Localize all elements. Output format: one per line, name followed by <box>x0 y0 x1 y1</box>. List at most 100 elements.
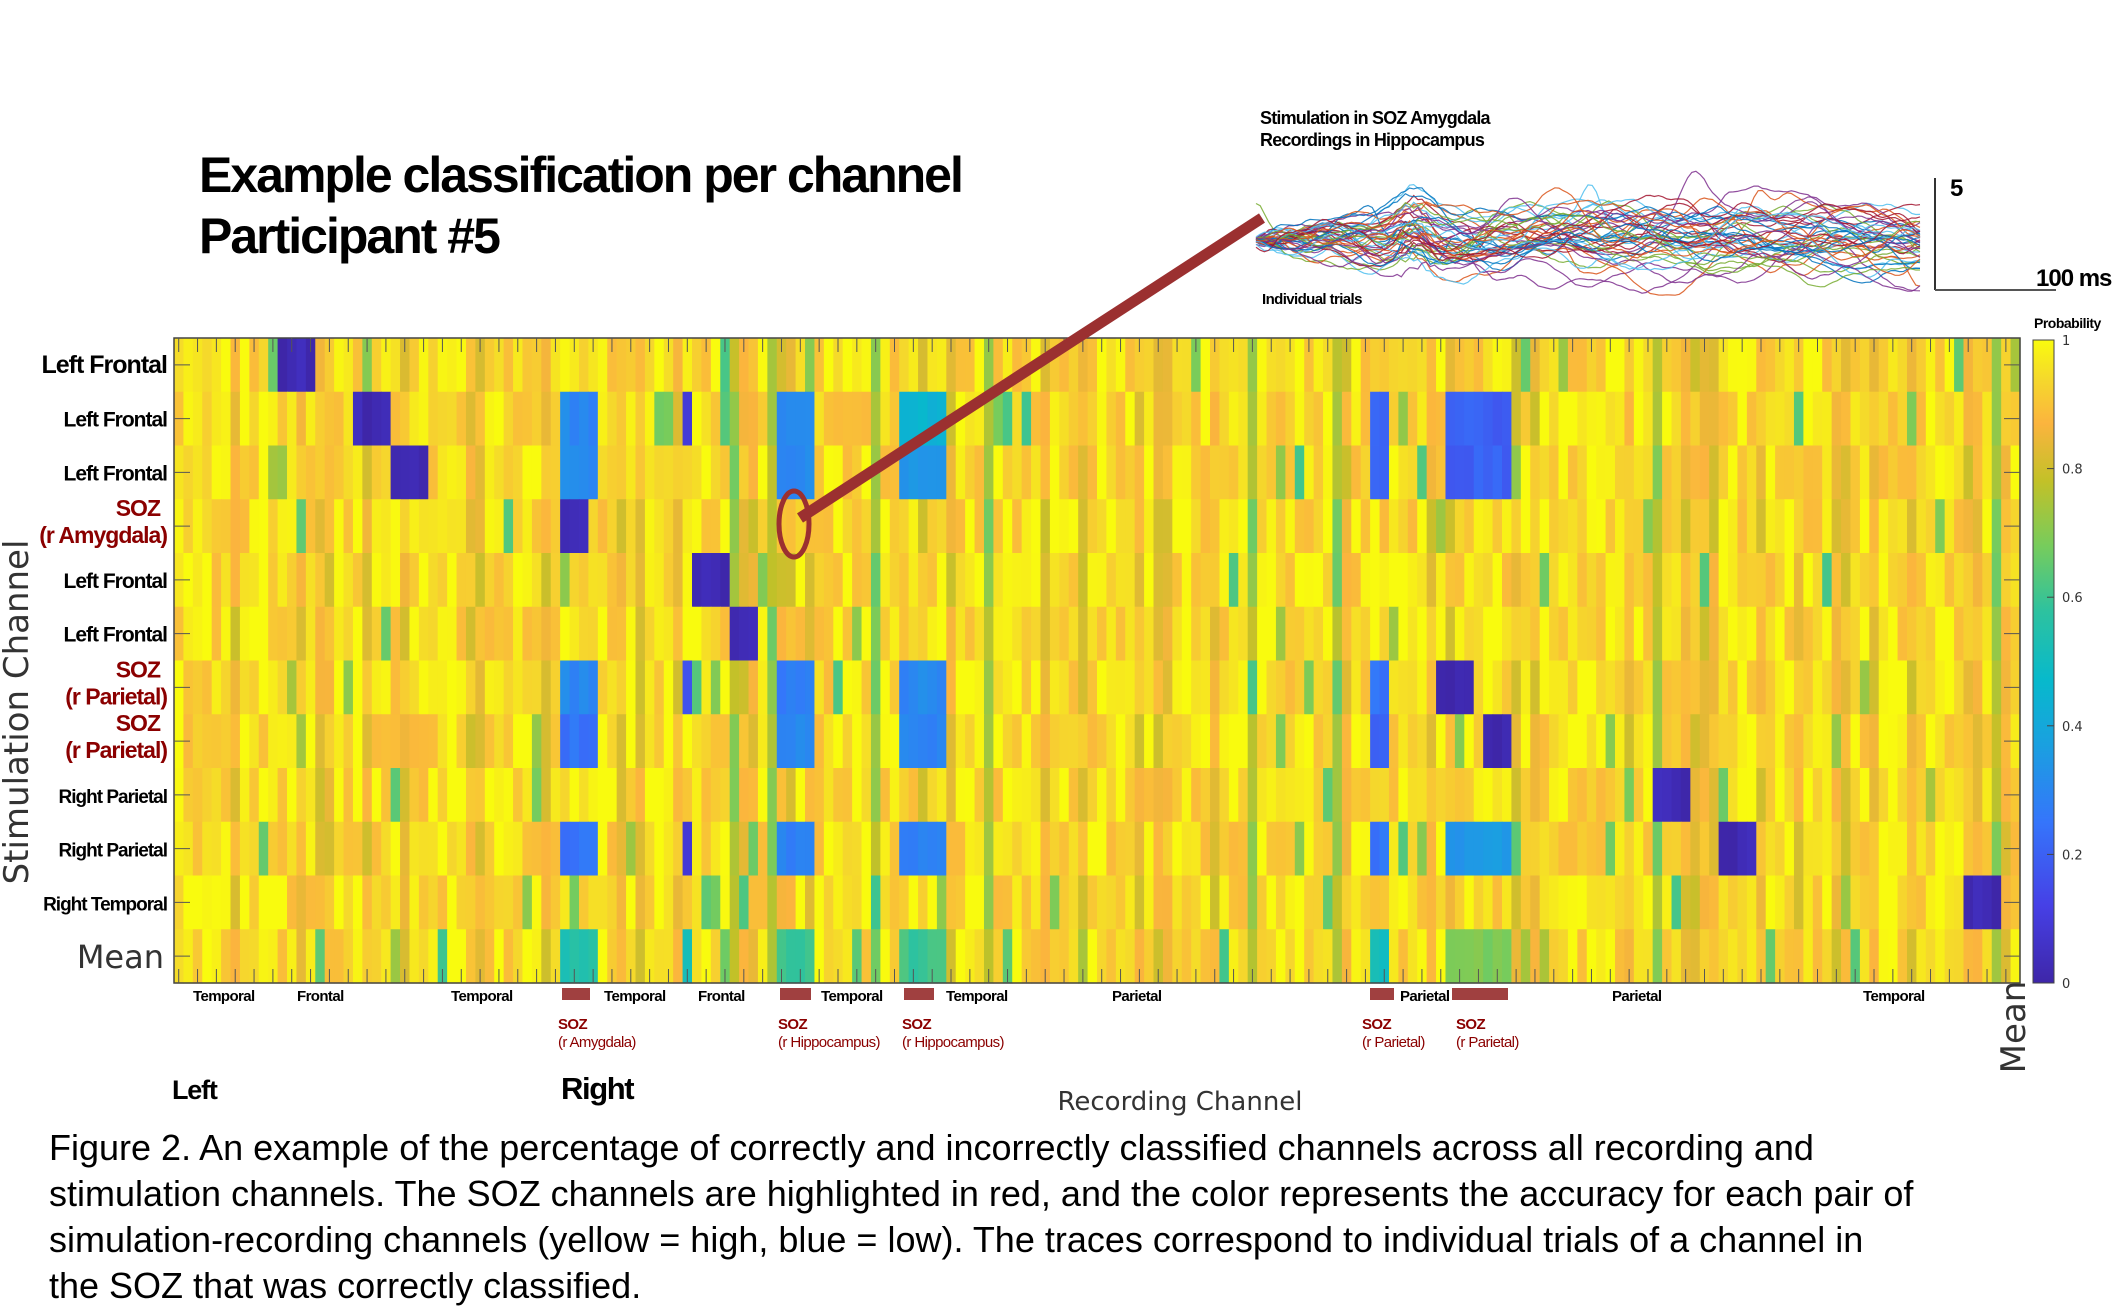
heatmap-cell <box>371 660 382 715</box>
heatmap-cell <box>1360 391 1371 447</box>
heatmap-cell <box>287 929 298 984</box>
heatmap-cell <box>390 768 401 823</box>
heatmap-cell <box>550 875 561 930</box>
heatmap-cell <box>1530 499 1541 554</box>
heatmap-cell <box>908 445 919 500</box>
heatmap-cell <box>1313 499 1324 554</box>
heatmap-cell <box>993 929 1004 984</box>
heatmap-cell <box>569 338 580 393</box>
heatmap-cell <box>842 391 853 447</box>
heatmap-cell <box>861 660 872 715</box>
heatmap-cell <box>1228 821 1239 877</box>
heatmap-cell <box>1784 821 1795 877</box>
heatmap-cell <box>644 660 655 715</box>
heatmap-cell <box>1257 499 1268 554</box>
heatmap-cell <box>1972 768 1983 823</box>
heatmap-cell <box>1586 553 1597 608</box>
heatmap-cell <box>1793 553 1804 608</box>
heatmap-cell <box>192 821 203 877</box>
heatmap-cell <box>249 929 260 984</box>
heatmap-cell <box>1982 553 1993 608</box>
heatmap-cell <box>1963 660 1974 715</box>
heatmap-cell <box>767 338 778 393</box>
heatmap-cell <box>852 391 863 447</box>
heatmap-cell <box>946 875 957 930</box>
heatmap-cell <box>1454 391 1465 447</box>
heatmap-cell <box>334 499 345 554</box>
heatmap-cell <box>287 499 298 554</box>
heatmap-cell <box>1812 875 1823 930</box>
heatmap-cell <box>1078 768 1089 823</box>
heatmap-cell <box>1275 821 1286 877</box>
heatmap-cell <box>1935 499 1946 554</box>
heatmap-cell <box>1257 553 1268 608</box>
heatmap-cell <box>1935 445 1946 500</box>
heatmap-cell <box>1370 606 1381 662</box>
heatmap-cell <box>908 821 919 877</box>
heatmap-cell <box>1699 499 1710 554</box>
heatmap-cell <box>437 606 448 662</box>
heatmap-cell <box>852 929 863 984</box>
x-group-label: Parietal <box>1112 988 1162 1005</box>
heatmap-cell <box>1332 553 1343 608</box>
y-label: Left Frontal <box>64 462 168 485</box>
heatmap-cell <box>1671 875 1682 930</box>
heatmap-cell <box>1049 553 1060 608</box>
heatmap-cell <box>1567 338 1578 393</box>
heatmap-cell <box>1963 821 1974 877</box>
heatmap-cell <box>710 821 721 877</box>
x-soz-sublabel: (r Parietal) <box>1362 1034 1425 1051</box>
heatmap-cell <box>936 929 947 984</box>
heatmap-cell <box>899 714 910 769</box>
heatmap-cell <box>362 929 373 984</box>
heatmap-cell <box>1643 499 1654 554</box>
heatmap-cell <box>1398 338 1409 393</box>
heatmap-cell <box>1464 768 1475 823</box>
heatmap-cell <box>1916 553 1927 608</box>
trial-trace <box>1255 215 1921 294</box>
heatmap-cell <box>1078 338 1089 393</box>
heatmap-cell <box>1756 929 1767 984</box>
heatmap-cell <box>1257 929 1268 984</box>
heatmap-cell <box>1850 391 1861 447</box>
heatmap-cell <box>1304 499 1315 554</box>
heatmap-cell <box>1539 929 1550 984</box>
heatmap <box>174 338 2021 984</box>
heatmap-cell <box>381 929 392 984</box>
heatmap-cell <box>1615 821 1626 877</box>
heatmap-cell <box>993 875 1004 930</box>
heatmap-cell <box>1878 821 1889 877</box>
heatmap-cell <box>936 714 947 769</box>
heatmap-cell <box>1068 391 1079 447</box>
heatmap-cell <box>513 929 524 984</box>
trial-trace <box>1255 187 1921 276</box>
heatmap-cell <box>1520 553 1531 608</box>
heatmap-cell <box>475 875 486 930</box>
heatmap-cell <box>456 391 467 447</box>
x-soz-label: SOZ <box>558 1016 587 1033</box>
heatmap-cell <box>428 875 439 930</box>
heatmap-cell <box>607 821 618 877</box>
heatmap-cell <box>1049 875 1060 930</box>
heatmap-cell <box>1106 391 1117 447</box>
heatmap-cell <box>1181 338 1192 393</box>
heatmap-cell <box>1897 768 1908 823</box>
heatmap-cell <box>1106 338 1117 393</box>
heatmap-cell <box>1153 768 1164 823</box>
heatmap-cell <box>786 821 797 877</box>
heatmap-cell <box>644 338 655 393</box>
heatmap-cell <box>418 391 429 447</box>
heatmap-cell <box>1454 768 1465 823</box>
heatmap-cell <box>296 660 307 715</box>
heatmap-cell <box>1115 499 1126 554</box>
heatmap-cell <box>1765 768 1776 823</box>
heatmap-cell <box>1445 714 1456 769</box>
y-label: Right Parietal <box>59 787 167 808</box>
heatmap-cell <box>588 929 599 984</box>
heatmap-cell <box>1275 714 1286 769</box>
heatmap-cell <box>1982 338 1993 393</box>
heatmap-cell <box>513 499 524 554</box>
heatmap-cell <box>211 768 222 823</box>
heatmap-cell <box>899 338 910 393</box>
heatmap-cell <box>1662 768 1673 823</box>
